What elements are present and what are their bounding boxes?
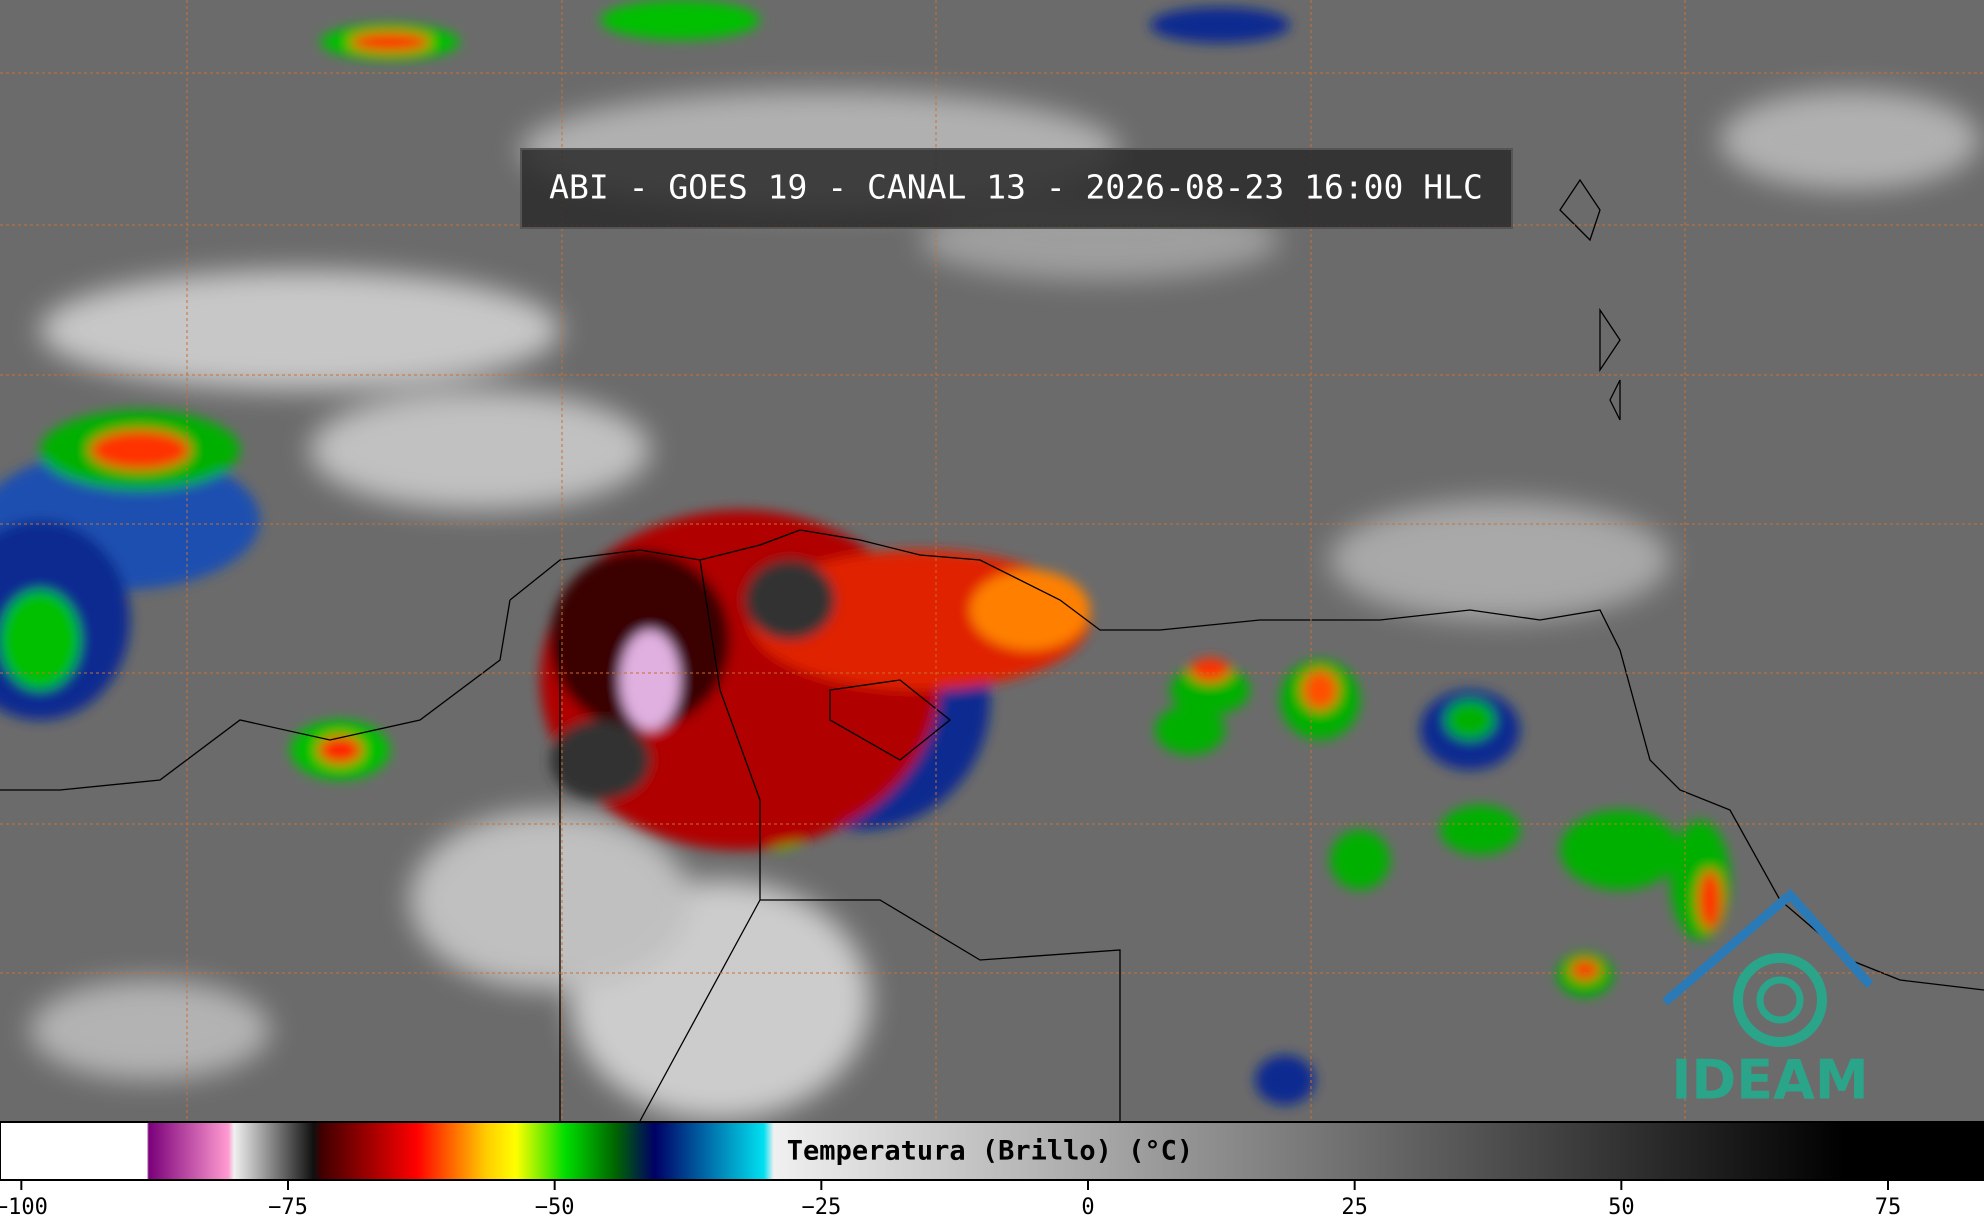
- tick-label: 75: [1875, 1195, 1902, 1220]
- colorbar-label: Temperatura (Brillo) (°C): [787, 1136, 1193, 1167]
- tick-label: −25: [801, 1195, 841, 1220]
- tick-label: 25: [1341, 1195, 1368, 1220]
- logo-text: IDEAM: [1671, 1049, 1868, 1112]
- colorbar: Temperatura (Brillo) (°C) −100 −75 −50 −25 0…: [0, 1121, 1984, 1220]
- logo: IDEAM: [1662, 888, 1874, 1112]
- tick-label: 0: [1081, 1195, 1094, 1220]
- tick-label: −50: [535, 1195, 575, 1220]
- tick-label: 50: [1608, 1195, 1635, 1220]
- title: ABI - GOES 19 - CANAL 13 - 2026-08-23 16…: [549, 168, 1483, 207]
- tick-label: −75: [268, 1195, 308, 1220]
- title-box: ABI - GOES 19 - CANAL 13 - 2026-08-23 16…: [520, 148, 1513, 229]
- tick-label: −100: [0, 1195, 48, 1220]
